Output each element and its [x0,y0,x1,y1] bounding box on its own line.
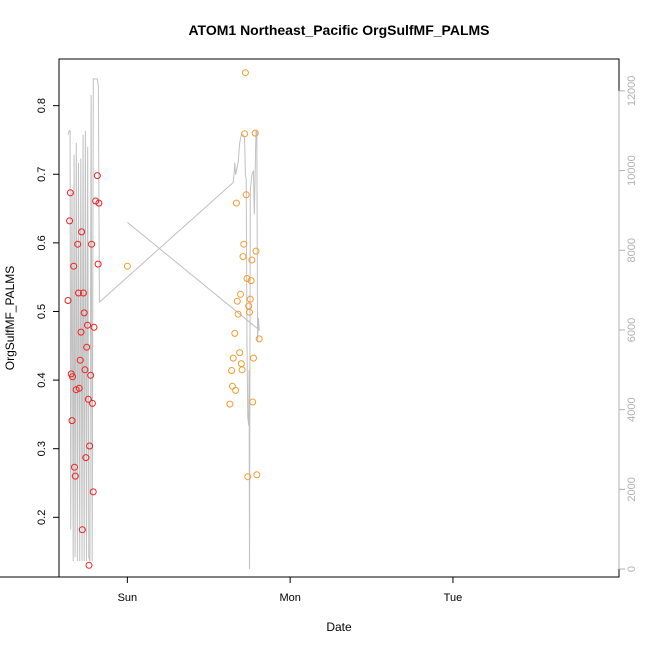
y2-tick-label: 2000 [626,477,638,501]
data-point-series-2 [249,398,257,406]
y2-tick-label: 10000 [626,155,638,186]
x-tick-label: Sun [118,592,138,604]
data-point-series-1 [75,289,82,297]
data-point-series-2 [234,310,242,318]
data-point-series-1 [90,323,98,331]
y2-tick-label: 4000 [626,397,638,421]
data-point-series-1 [89,488,97,496]
data-point-series-2 [228,382,236,390]
data-point-series-1 [84,395,92,403]
x-tick-label: Tue [444,592,463,604]
data-point-series-2 [251,129,259,137]
data-point-series-2 [241,69,249,77]
chart-title: ATOM1 Northeast_Pacific OrgSulfMF_PALMS [188,22,489,38]
y2-tick-label: 8000 [626,238,638,262]
x-axis-label: Date [326,620,352,634]
data-point-series-2 [244,473,252,481]
data-point-series-1 [68,417,76,425]
points-layer [64,69,263,569]
x-tick-label: Mon [279,592,300,604]
data-point-series-1 [77,328,85,336]
data-point-series-2 [237,290,244,298]
y-tick-label: 0.4 [36,372,48,387]
y-tick-label: 0.2 [36,510,48,525]
data-point-series-1 [75,384,83,392]
data-point-series-1 [95,199,103,207]
data-point-series-2 [248,256,256,264]
data-point-series-1 [88,240,96,248]
y2-tick-label: 12000 [626,76,638,107]
data-point-series-2 [229,354,237,362]
data-point-series-1 [86,442,94,450]
y-tick-label: 0.8 [36,98,48,113]
y2-tick-label: 6000 [626,318,638,342]
data-point-series-1 [74,240,82,248]
data-point-series-2 [232,386,240,394]
data-point-series-1 [79,289,87,297]
data-point-series-1 [71,472,79,480]
data-point-series-1 [83,343,91,351]
axes-layer: 0.2 0.3 0.4 0.5 0.6 0.7 0.8 0 2000 4000 6000 8000 10… [0,76,638,604]
y-tick-label: 0.3 [36,441,48,456]
secondary-line-layer [67,78,260,570]
data-point-series-2 [246,295,254,303]
y-tick-label: 0.5 [36,304,48,319]
data-point-series-2 [226,400,234,408]
y2-tick-label: 0 [626,566,638,572]
data-point-series-2 [250,354,257,362]
data-point-series-2 [246,308,253,316]
data-point-series-1 [94,260,102,268]
data-point-series-1 [76,356,84,364]
data-point-series-1 [69,373,76,381]
data-point-series-1 [64,297,72,304]
data-point-series-1 [78,228,86,236]
secondary-series-line [67,78,260,570]
data-point-series-2 [228,367,236,374]
data-point-series-1 [66,217,74,225]
data-point-series-2 [242,191,250,199]
data-point-series-2 [243,275,251,282]
data-point-series-2 [239,253,247,261]
data-point-series-1 [84,321,91,329]
plot-frame [58,58,620,578]
data-point-series-2 [241,130,249,138]
data-point-series-2 [253,471,261,479]
data-point-series-2 [255,335,263,343]
data-point-series-1 [78,526,86,534]
data-point-series-1 [85,561,93,569]
data-point-series-2 [231,329,239,337]
data-point-series-1 [80,309,88,317]
data-point-series-1 [66,189,74,197]
data-point-series-2 [233,297,241,305]
y-tick-label: 0.6 [36,235,48,250]
data-point-series-2 [232,199,240,207]
y-tick-label: 0.7 [36,167,48,182]
data-point-series-1 [82,454,90,462]
data-point-series-1 [88,399,96,407]
data-point-series-2 [238,366,246,374]
data-point-series-1 [70,262,78,270]
data-point-series-2 [252,247,260,255]
data-point-series-1 [87,371,95,379]
data-point-series-1 [81,366,89,374]
data-point-series-2 [247,277,255,285]
data-point-series-1 [71,463,78,471]
data-point-series-2 [240,240,248,248]
data-point-series-2 [123,262,131,270]
data-point-series-2 [236,349,244,357]
y-axis-label: OrgSulfMF_PALMS [3,266,17,370]
data-point-series-2 [237,360,245,368]
data-point-series-1 [93,172,101,180]
